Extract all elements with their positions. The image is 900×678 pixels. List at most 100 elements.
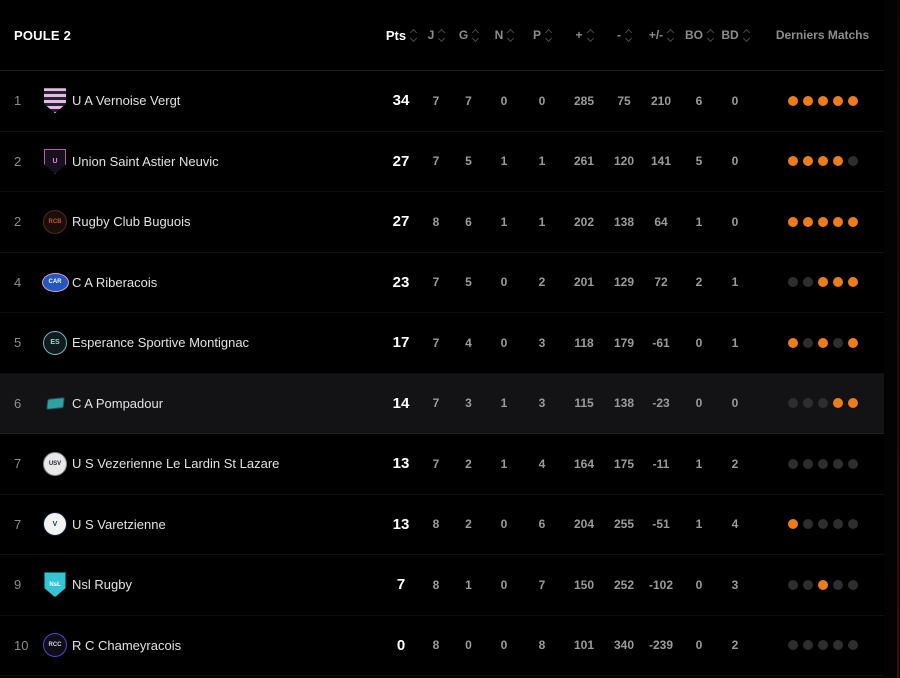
standings-table: POULE 2 Pts J G N P + - +/- BO BD Derniers Matchs …	[0, 0, 884, 676]
stat-n: 1	[500, 456, 508, 471]
stat-j: 7	[432, 335, 440, 350]
last-matches	[753, 519, 884, 530]
team-row[interactable]: 2 RCB Rugby Club Buguois 27 8 6 1 1 202 …	[0, 192, 884, 253]
result-dot	[832, 458, 843, 469]
stat-g: 2	[465, 456, 472, 471]
sort-icon	[472, 28, 480, 42]
stat-g: 1	[465, 577, 472, 592]
stat-g: 2	[465, 517, 472, 532]
stat-bo: 1	[695, 517, 703, 532]
stat-p: 6	[538, 517, 546, 532]
stat-bo: 0	[695, 638, 703, 653]
result-dot	[802, 579, 813, 590]
stat-g: 4	[465, 335, 472, 350]
team-rank: 4	[14, 274, 22, 290]
win-dot	[817, 95, 828, 106]
stat-g: 6	[465, 214, 472, 229]
last-matches	[753, 337, 884, 348]
result-dot	[847, 640, 858, 651]
result-dot	[787, 640, 798, 651]
team-row[interactable]: 1 U A Vernoise Vergt 34 7 7 0 0 285 75 2…	[0, 71, 884, 132]
column-header-bd[interactable]: BD	[717, 28, 753, 42]
stat-diff: -102	[648, 577, 674, 592]
win-dot	[787, 156, 798, 167]
win-dot	[847, 277, 858, 288]
stat-p: 1	[538, 214, 546, 229]
stat-n: 0	[500, 335, 508, 350]
win-dot	[847, 337, 858, 348]
column-header-minus[interactable]: -	[607, 28, 641, 42]
standings-rows: 1 U A Vernoise Vergt 34 7 7 0 0 285 75 2…	[0, 71, 884, 676]
team-row[interactable]: 6 C A Pompadour 14 7 3 1 3 115 138 -23 0…	[0, 373, 884, 434]
stat-bd: 0	[731, 93, 739, 108]
sort-icon	[624, 28, 633, 42]
column-header-n[interactable]: N	[485, 28, 523, 42]
stat-minus: 129	[613, 275, 635, 290]
team-name: R C Chameyracois	[72, 637, 182, 653]
column-header-derniers: Derniers Matchs	[753, 28, 884, 42]
column-header-diff[interactable]: +/-	[641, 28, 681, 42]
team-crest-icon	[44, 88, 66, 114]
sort-icon	[438, 28, 446, 42]
team-crest-icon: USV	[43, 451, 67, 476]
result-dot	[817, 640, 828, 651]
team-crest-icon: V	[43, 512, 67, 537]
stat-minus: 75	[617, 93, 631, 108]
team-crest: ES	[38, 330, 72, 355]
team-row[interactable]: 7 USV U S Vezerienne Le Lardin St Lazare…	[0, 434, 884, 495]
stat-bd: 2	[731, 638, 739, 653]
team-row[interactable]: 5 ES Esperance Sportive Montignac 17 7 4…	[0, 313, 884, 374]
result-dot	[787, 458, 798, 469]
team-name: C A Riberacois	[72, 274, 158, 290]
column-header-g[interactable]: G	[452, 28, 485, 42]
stat-n: 0	[500, 517, 508, 532]
table-header: POULE 2 Pts J G N P + - +/- BO BD Derniers Matchs	[0, 0, 884, 71]
win-dot	[817, 216, 828, 227]
column-header-plus[interactable]: +	[561, 28, 607, 42]
win-dot	[832, 95, 843, 106]
stat-j: 7	[432, 396, 440, 411]
team-crest	[38, 396, 72, 410]
stat-n: 1	[500, 396, 508, 411]
team-row[interactable]: 2 U Union Saint Astier Neuvic 27 7 5 1 1…	[0, 132, 884, 192]
column-header-pts[interactable]: Pts	[382, 28, 420, 43]
team-row[interactable]: 7 V U S Varetzienne 13 8 2 0 6 204 255 -…	[0, 495, 884, 555]
stat-p: 3	[538, 335, 546, 350]
stat-diff: -51	[652, 517, 670, 532]
column-header-p[interactable]: P	[523, 28, 561, 42]
stat-bd: 0	[731, 154, 739, 169]
stat-plus: 150	[573, 577, 595, 592]
stat-bd: 1	[731, 335, 739, 350]
team-row[interactable]: 4 CAR C A Riberacois 23 7 5 0 2 201 129 …	[0, 253, 884, 313]
column-header-j[interactable]: J	[420, 28, 452, 42]
column-label-bo: BO	[685, 28, 703, 42]
stat-plus: 261	[573, 154, 595, 169]
result-dot	[847, 458, 858, 469]
team-rank: 7	[14, 516, 22, 532]
team-rank: 2	[14, 153, 22, 169]
team-crest: V	[38, 512, 72, 537]
stat-diff: 141	[650, 154, 672, 169]
stat-j: 8	[432, 577, 440, 592]
result-dot	[817, 398, 828, 409]
stat-plus: 285	[573, 93, 595, 108]
pool-title: POULE 2	[14, 27, 72, 43]
team-crest: RCB	[38, 209, 72, 234]
sort-icon	[410, 28, 418, 42]
stat-bo: 1	[695, 214, 703, 229]
stat-g: 5	[465, 154, 472, 169]
stat-n: 1	[500, 154, 508, 169]
team-row[interactable]: 9 NsL Nsl Rugby 7 8 1 0 7 150 252 -102 0…	[0, 555, 884, 616]
stat-bo: 2	[695, 275, 703, 290]
team-crest-icon: NsL	[44, 572, 66, 598]
stat-g: 5	[465, 275, 472, 290]
result-dot	[802, 337, 813, 348]
stat-minus: 138	[613, 214, 635, 229]
column-header-bo[interactable]: BO	[681, 28, 717, 42]
stat-pts: 34	[392, 92, 410, 110]
result-dot	[817, 519, 828, 530]
win-dot	[787, 519, 798, 530]
team-row[interactable]: 10 RCC R C Chameyracois 0 8 0 0 8 101 34…	[0, 616, 884, 676]
stat-j: 7	[432, 275, 440, 290]
column-label-n: N	[494, 28, 504, 42]
